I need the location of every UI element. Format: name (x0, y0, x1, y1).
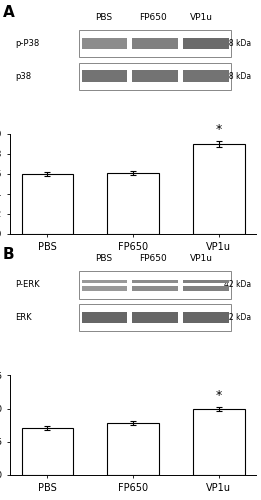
Text: FP650: FP650 (139, 12, 167, 22)
Bar (79, 62, 231, 90)
Text: B: B (3, 247, 15, 262)
Text: P-ERK: P-ERK (15, 280, 40, 289)
Bar (79, 304, 231, 331)
Bar (107, 173, 159, 234)
Bar (82, 280, 127, 283)
Bar (82, 286, 127, 292)
Bar (132, 70, 178, 82)
Text: p-P38: p-P38 (15, 39, 40, 48)
Text: *: * (216, 388, 222, 402)
Text: *: * (216, 123, 222, 136)
Bar (183, 280, 229, 283)
Bar (183, 312, 229, 324)
Text: 42 kDa: 42 kDa (224, 313, 251, 322)
Text: 42 kDa: 42 kDa (224, 280, 251, 289)
Text: VP1u: VP1u (190, 12, 213, 22)
Text: 38 kDa: 38 kDa (224, 72, 251, 80)
Bar (22, 174, 73, 234)
Text: p38: p38 (15, 72, 32, 80)
Bar (132, 312, 178, 324)
Bar (132, 38, 178, 50)
Text: A: A (3, 6, 15, 20)
Bar (183, 70, 229, 82)
Bar (183, 286, 229, 292)
Bar (79, 30, 231, 57)
Bar (132, 286, 178, 292)
Bar (82, 38, 127, 50)
Text: PBS: PBS (95, 254, 112, 263)
Text: ERK: ERK (15, 313, 32, 322)
Bar (82, 312, 127, 324)
Bar (193, 144, 245, 234)
Bar (79, 272, 231, 298)
Text: PBS: PBS (95, 12, 112, 22)
Bar (22, 428, 73, 475)
Text: VP1u: VP1u (190, 254, 213, 263)
Bar (107, 423, 159, 475)
Text: 38 kDa: 38 kDa (224, 39, 251, 48)
Bar (183, 38, 229, 50)
Bar (132, 280, 178, 283)
Bar (193, 408, 245, 475)
Text: FP650: FP650 (139, 254, 167, 263)
Bar (82, 70, 127, 82)
